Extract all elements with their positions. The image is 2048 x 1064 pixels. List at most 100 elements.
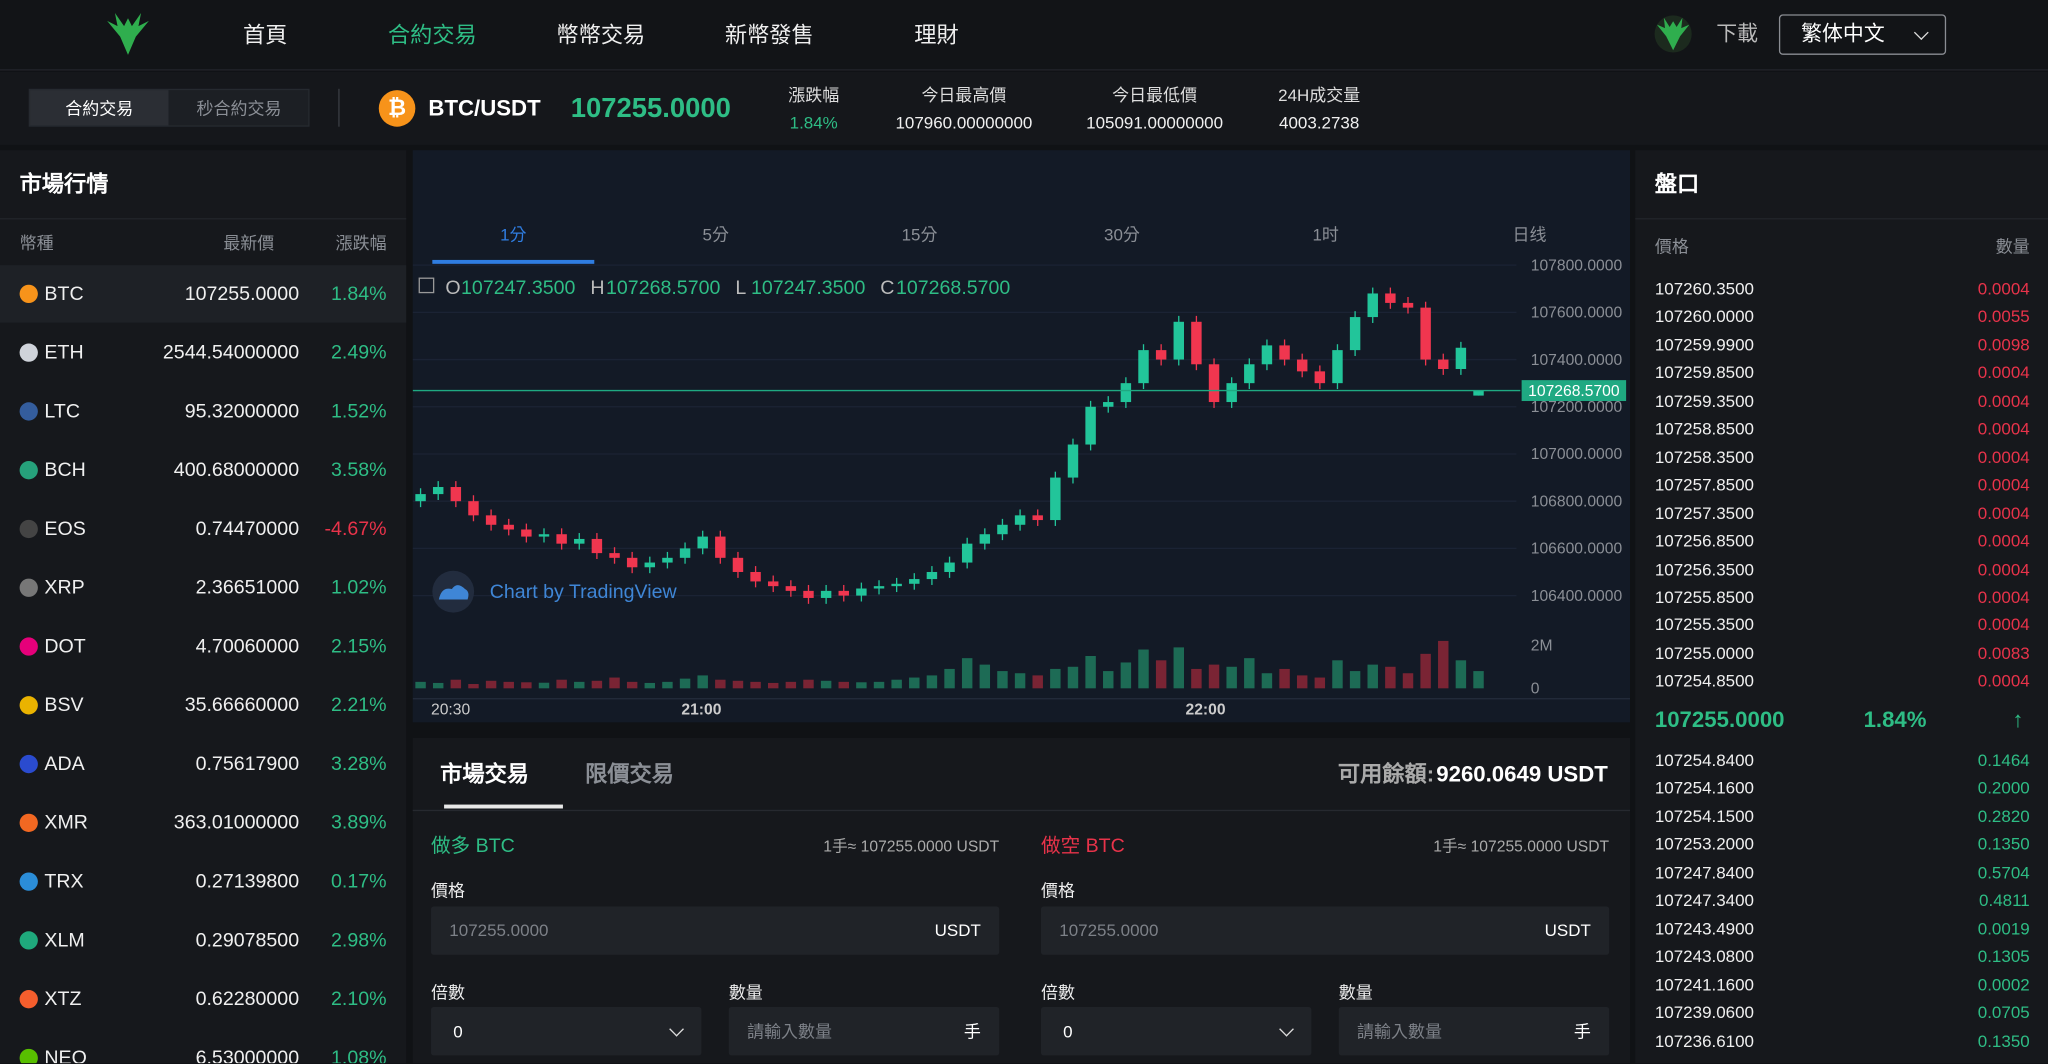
coin-icon xyxy=(19,343,38,362)
ask-qty: 0.0004 xyxy=(1977,390,2030,411)
coin-change: 2.21% xyxy=(331,694,387,717)
time-label: 20:30 xyxy=(431,701,470,718)
volume-bar xyxy=(1279,668,1290,689)
bid-qty: 0.0705 xyxy=(1977,1002,2030,1023)
nav-item[interactable]: 合約交易 xyxy=(387,22,477,48)
price-value[interactable]: 107255.0000 xyxy=(449,920,549,940)
trade-tab[interactable]: 限價交易 xyxy=(585,762,674,787)
coin-name[interactable]: LTC xyxy=(44,400,80,423)
candle-body xyxy=(1067,444,1079,478)
candle-body xyxy=(521,529,532,537)
candle-body xyxy=(1138,350,1149,384)
coin-name[interactable]: XLM xyxy=(44,929,85,952)
unit: USDT xyxy=(1544,920,1591,940)
bid-price: 107243.4900 xyxy=(1654,918,1755,939)
candle-body xyxy=(556,534,567,544)
ask-qty: 0.0004 xyxy=(1977,502,2030,523)
interval-underline xyxy=(432,259,595,264)
coin-name[interactable]: EOS xyxy=(44,517,86,541)
candle-body xyxy=(679,548,691,558)
volume-bar xyxy=(1050,668,1061,689)
qty-placeholder[interactable]: 請輸入數量 xyxy=(1357,1022,1442,1042)
coin-change: 1.02% xyxy=(331,576,387,599)
legend-icon xyxy=(418,277,435,294)
tab[interactable]: 合約交易 xyxy=(65,98,134,119)
y-tick-label: 106400.0000 xyxy=(1531,588,1623,605)
ask-price: 107257.8500 xyxy=(1654,474,1755,495)
last-price-label: 107268.5700 xyxy=(1528,383,1620,400)
tab[interactable]: 秒合約交易 xyxy=(196,98,282,119)
coin-icon xyxy=(19,578,38,597)
price-input[interactable] xyxy=(1040,906,1610,955)
candle-body xyxy=(767,581,779,587)
language[interactable]: 繁体中文 xyxy=(1801,23,1885,46)
qty-placeholder[interactable]: 請輸入數量 xyxy=(747,1022,833,1042)
coin-icon xyxy=(19,284,38,304)
coin-change: 2.15% xyxy=(331,635,387,658)
leverage-select[interactable] xyxy=(431,1007,702,1056)
bid-qty: 0.5704 xyxy=(1977,862,2030,883)
bid-qty: 0.4811 xyxy=(1979,890,2030,911)
nav-item[interactable]: 理財 xyxy=(914,22,959,48)
candle-body xyxy=(1191,321,1202,365)
candle-body xyxy=(450,487,462,502)
legend-key: O xyxy=(445,277,460,299)
ask-price: 107258.3500 xyxy=(1654,446,1755,467)
coin-name[interactable]: BCH xyxy=(44,459,86,482)
volume-bar xyxy=(1014,673,1026,689)
price-value[interactable]: 107255.0000 xyxy=(1059,920,1159,940)
volume-bar xyxy=(767,682,779,689)
legend-value: 107247.3500 xyxy=(751,277,865,299)
coin-icon xyxy=(19,990,38,1009)
ticker-bar xyxy=(0,71,2048,145)
nav-item[interactable]: 幣幣交易 xyxy=(556,22,646,48)
coin-name[interactable]: BTC xyxy=(44,282,84,305)
candle-body xyxy=(1367,293,1378,318)
bid-qty: 0.0002 xyxy=(1977,974,2030,995)
volume-bar xyxy=(944,668,955,689)
coin-price: 35.66660000 xyxy=(184,694,300,717)
coin-name[interactable]: NEO xyxy=(44,1046,87,1064)
qty-input[interactable] xyxy=(728,1007,1000,1056)
coin-name[interactable]: DOT xyxy=(44,635,86,658)
nav-item[interactable]: 新幣發售 xyxy=(724,22,814,48)
coin-change: 3.28% xyxy=(331,752,387,776)
candle-body xyxy=(1208,364,1220,403)
coin-name[interactable]: ETH xyxy=(44,341,84,364)
coin-change: 0.17% xyxy=(331,870,387,893)
qty-input[interactable] xyxy=(1338,1007,1610,1056)
nav-item[interactable]: 首頁 xyxy=(242,22,288,48)
coin-name[interactable]: TRX xyxy=(44,870,84,893)
bid-price: 107247.3400 xyxy=(1654,890,1755,911)
price-input[interactable] xyxy=(431,906,1000,955)
bid-qty: 0.2820 xyxy=(1977,806,2030,826)
volume-bar xyxy=(926,675,938,689)
candle-body xyxy=(1085,406,1096,445)
download[interactable]: 下載 xyxy=(1716,23,1759,46)
trade-divider xyxy=(412,809,1631,812)
coin-price: 363.01000000 xyxy=(173,811,300,834)
candle-body xyxy=(1014,515,1026,525)
coin-name[interactable]: XMR xyxy=(44,811,88,834)
legend-value: 107268.5700 xyxy=(606,277,720,299)
language-select[interactable] xyxy=(1778,14,1947,55)
candle-body xyxy=(873,586,885,589)
coin-name[interactable]: ADA xyxy=(44,752,85,776)
volume-bar xyxy=(961,658,973,689)
ask-qty: 0.0004 xyxy=(1977,278,2030,299)
leverage-value[interactable]: 0 xyxy=(1063,1022,1073,1042)
candle-body xyxy=(909,579,920,584)
bid-price: 107254.1600 xyxy=(1654,778,1755,798)
coin-name[interactable]: XRP xyxy=(44,576,85,599)
ask-qty: 0.0098 xyxy=(1977,334,2030,355)
coin-name[interactable]: XTZ xyxy=(44,988,82,1011)
rate: 1手≈ 107255.0000 USDT xyxy=(823,837,1000,856)
trade-tab[interactable]: 市場交易 xyxy=(440,762,529,787)
coin-name[interactable]: BSV xyxy=(44,694,84,717)
leverage-select[interactable] xyxy=(1040,1007,1312,1056)
volume-bar xyxy=(697,675,708,689)
volume-bar xyxy=(803,679,814,689)
leverage-value[interactable]: 0 xyxy=(453,1022,463,1042)
volume-bar xyxy=(1155,660,1167,689)
